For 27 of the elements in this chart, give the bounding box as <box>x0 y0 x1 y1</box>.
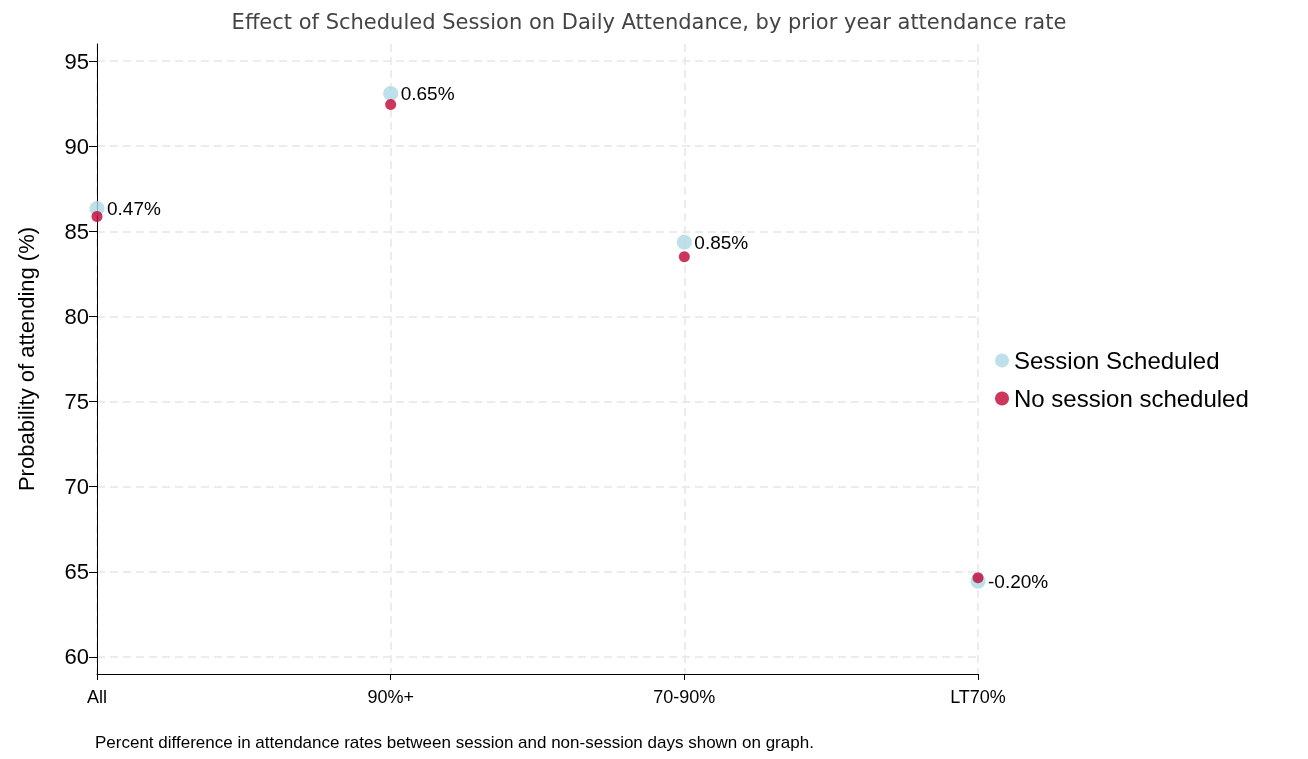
annotation: -0.20% <box>988 570 1049 592</box>
point <box>972 572 984 584</box>
y-tick-label: 90 <box>64 133 89 159</box>
y-tick-label: 95 <box>64 48 89 74</box>
y-tick-label: 70 <box>64 474 89 500</box>
y-tick-label: 65 <box>64 559 89 585</box>
y-axis-title: Probability of attending (%) <box>13 226 39 492</box>
annotation: 0.65% <box>400 82 455 104</box>
point <box>678 251 690 263</box>
legend-label: Session Scheduled <box>1014 347 1220 374</box>
y-tick-label: 75 <box>64 389 89 415</box>
legend-label: No session scheduled <box>1014 385 1249 412</box>
annotation: 0.47% <box>107 197 161 219</box>
annotation: 0.85% <box>694 231 749 253</box>
x-tick-label: All <box>86 687 108 707</box>
point <box>676 234 692 250</box>
chart-title: Effect of Scheduled Session on Daily Attendance, by prior year attendance rate <box>231 9 1067 34</box>
point <box>385 98 397 110</box>
y-tick-label: 85 <box>64 218 89 244</box>
x-tick-label: 70-90% <box>653 687 716 707</box>
x-tick-label: 90%+ <box>367 687 414 707</box>
point <box>91 210 103 222</box>
point <box>383 85 399 101</box>
y-tick-label: 60 <box>64 644 89 670</box>
y-tick-label: 80 <box>64 303 89 329</box>
x-tick-label: LT70% <box>950 687 1006 707</box>
text: Percent difference in attendance rates between session and non-session days shown on graph. <box>95 733 814 752</box>
